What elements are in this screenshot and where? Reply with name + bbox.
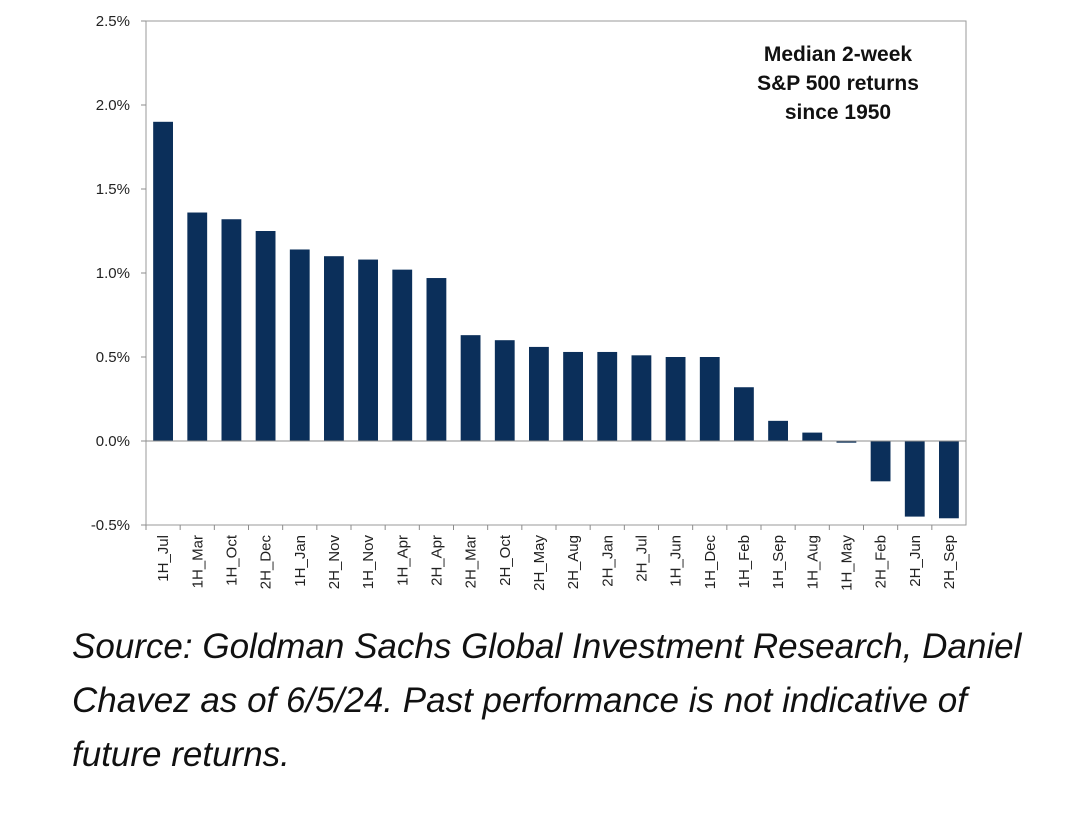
x-category-label: 2H_May [531,535,548,591]
bar-2h-feb [870,441,891,482]
x-category-label: 1H_Jun [668,535,685,587]
x-category-label: 1H_Oct [223,534,240,586]
x-category-label: 2H_Oct [497,534,514,586]
y-tick-label: 1.5% [96,181,130,198]
source-note: Source: Goldman Sachs Global Investment … [72,627,1022,774]
bar-2h-jan [597,351,618,441]
x-category-label: 1H_Jul [155,535,172,582]
bar-1h-jul [153,121,173,442]
y-tick-label: 2.0% [96,97,130,114]
bar-1h-mar [187,212,208,441]
x-category-label: 2H_Mar [463,535,480,588]
x-category-label: 2H_Jan [599,535,616,587]
x-category-label: 1H_Feb [736,535,753,588]
y-tick-label: 0.5% [96,349,130,366]
chart-title-line-1: Median 2-week [764,43,913,66]
x-category-label: 2H_Dec [258,535,275,590]
bar-2h-dec [255,231,276,441]
bars-group [153,121,959,519]
y-tick-label: 1.0% [96,265,130,282]
bar-1h-nov [358,259,378,441]
x-category-label: 1H_May [838,535,855,591]
x-category-label: 1H_Sep [770,535,787,589]
bar-2h-sep [939,441,959,519]
x-category-label: 1H_Mar [189,535,206,588]
y-axis: 2.5% 2.0% 1.5% 1.0% 0.5% 0.0% -0.5% [91,13,146,534]
bar-2h-oct [494,340,515,441]
bar-1h-aug [802,432,823,441]
x-axis: 1H_Jul 1H_Mar 1H_Oct 2H_Dec 1H_Jan 2H_Nov 1H_N… [145,525,958,591]
chart-area: 2.5% 2.0% 1.5% 1.0% 0.5% 0.0% -0.5% 1H_Jul 1H_M… [91,13,967,591]
bar-1h-feb [734,387,754,441]
y-tick-label: 0.0% [96,433,130,450]
x-category-label: 2H_Sep [941,535,958,589]
x-category-label: 2H_Jul [633,535,650,582]
x-category-label: 2H_Nov [326,535,343,590]
chart-title-line-2: S&P 500 returns [757,72,919,95]
bar-2h-jul [631,355,652,441]
bar-chart: 2.5% 2.0% 1.5% 1.0% 0.5% 0.0% -0.5% 1H_Jul 1H_M… [91,13,967,591]
bar-1h-jun [665,357,686,441]
bar-2h-nov [324,256,344,441]
bar-1h-oct [221,219,242,441]
bar-2h-aug [563,351,583,441]
x-category-label: 2H_Feb [873,535,890,588]
x-category-label: 1H_Apr [394,535,411,586]
x-category-label: 2H_Jun [907,535,924,587]
bar-1h-may [836,441,857,443]
chart-title-line-3: since 1950 [785,101,891,124]
bar-2h-apr [426,278,447,441]
bar-1h-jan [289,249,310,441]
bar-2h-jun [904,441,925,517]
bar-1h-apr [392,269,413,441]
x-category-label: 1H_Jan [292,535,309,587]
bar-2h-mar [460,335,481,441]
y-tick-label: 2.5% [96,13,130,30]
bar-1h-dec [699,357,720,441]
bar-1h-sep [768,420,788,441]
x-category-label: 2H_Apr [428,535,445,586]
x-category-label: 1H_Dec [702,535,719,590]
x-category-label: 2H_Aug [565,535,582,589]
x-category-label: 1H_Aug [804,535,821,589]
x-category-label: 1H_Nov [360,535,377,590]
bar-2h-may [529,346,549,441]
y-tick-label: -0.5% [91,517,130,534]
